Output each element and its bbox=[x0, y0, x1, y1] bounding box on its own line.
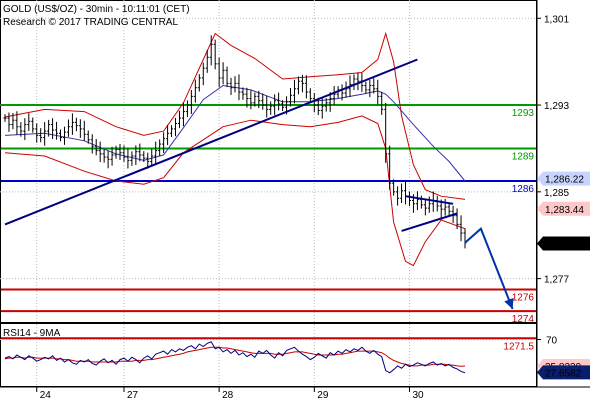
trendline-1 bbox=[405, 195, 454, 205]
support-resistance-levels: 1293 1289 1286 1276 1274 1271.5 bbox=[1, 104, 536, 352]
x-tick-label-30: 30 bbox=[412, 390, 424, 400]
level-label-1276: 1276 bbox=[512, 292, 535, 303]
price-tag-1-label: 1,283.44 bbox=[545, 205, 584, 216]
price-tag-2-bg bbox=[537, 236, 590, 251]
projection-arrowhead bbox=[504, 297, 514, 309]
level-label-1289: 1289 bbox=[512, 151, 535, 162]
projection-arrow bbox=[464, 227, 514, 310]
y-tick-label-1,277: 1,277 bbox=[544, 275, 569, 286]
rsi-lines bbox=[4, 341, 466, 374]
y-tick-label-1,301: 1,301 bbox=[544, 14, 569, 25]
rsi-tick-label-70: 70 bbox=[546, 336, 558, 347]
price-tag-2-label: 1,280.24 bbox=[545, 239, 584, 250]
x-tick-label-27: 27 bbox=[127, 390, 139, 400]
chart-subtitle: Research © 2017 TRADING CENTRAL bbox=[3, 17, 178, 28]
price-axis: 1,301 1,293 1,285 1,277 70 bbox=[537, 14, 569, 347]
x-tick-label-24: 24 bbox=[40, 390, 52, 400]
rsi-line bbox=[4, 341, 466, 374]
x-tick-label-29: 29 bbox=[317, 390, 329, 400]
y-tick-label-1,285: 1,285 bbox=[544, 188, 569, 199]
x-tick-label-28: 28 bbox=[222, 390, 234, 400]
time-axis: 24 27 28 29 30 bbox=[36, 387, 424, 400]
trendlines bbox=[4, 58, 458, 232]
bollinger-upper bbox=[4, 31, 466, 200]
rsi-label: RSI14 - 9MA bbox=[3, 328, 61, 339]
rsi-panel-frame bbox=[0, 323, 537, 387]
price-tag-0-label: 1,286.22 bbox=[545, 175, 584, 186]
projection-line bbox=[464, 227, 514, 310]
rsi-tag-1-label: 27.6582 bbox=[545, 368, 582, 379]
price-panel-frame bbox=[0, 0, 537, 323]
trendline-2 bbox=[401, 212, 458, 232]
level-label-1274: 1274 bbox=[512, 314, 535, 325]
trendline-0 bbox=[4, 58, 418, 226]
level-label-1271.5: 1271.5 bbox=[503, 341, 534, 352]
price-tag-0-bg bbox=[537, 171, 590, 186]
y-tick-label-1,293: 1,293 bbox=[544, 101, 569, 112]
price-tag-1-bg bbox=[537, 201, 590, 216]
chart-title: GOLD (US$/OZ) - 30min - 10:11:01 (CET) bbox=[3, 4, 190, 15]
rsi-tag-1-bg bbox=[537, 365, 590, 380]
price-tags: 1,286.221,283.441,280.2435.822927.6582 bbox=[537, 171, 590, 380]
level-label-1286: 1286 bbox=[512, 184, 535, 195]
level-label-1293: 1293 bbox=[512, 108, 535, 119]
bollinger-lower bbox=[4, 115, 466, 267]
